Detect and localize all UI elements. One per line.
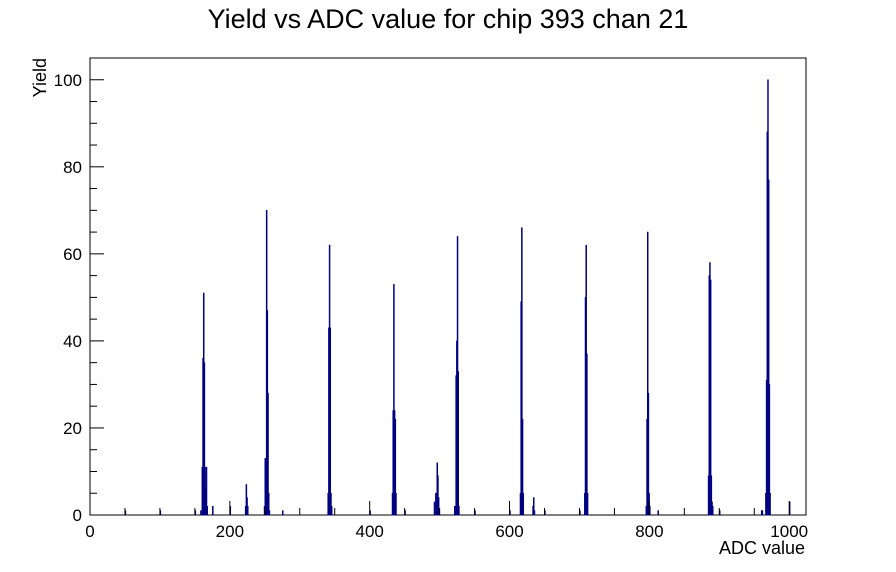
histogram-bin [206,505,208,516]
histogram-bin [586,353,588,516]
y-tick-label: 100 [54,71,82,90]
y-axis: 0 20 40 60 80 100 [54,57,104,525]
x-tick-label: 200 [216,522,244,541]
y-tick-label: 60 [63,245,82,264]
y-tick-label: 80 [63,158,82,177]
histogram-bin [586,492,589,516]
histogram-bin [200,510,202,516]
histogram-bin [329,327,332,516]
histogram-bin [433,501,436,516]
y-tick-label: 40 [63,332,82,351]
histogram-bins [124,79,791,516]
x-axis: 0 200 400 600 800 1000 [85,501,808,541]
histogram-bin [522,492,525,516]
histogram-bin [395,492,397,516]
y-axis-label: Yield [30,58,50,97]
histogram-bin [712,505,714,516]
histogram-bin [330,505,333,516]
x-tick-label: 1000 [770,522,808,541]
x-tick-label: 0 [85,522,94,541]
histogram-bin [435,492,437,516]
x-tick-label: 600 [495,522,523,541]
x-axis-label: ADC value [719,538,805,558]
histogram-bin [247,505,249,516]
y-tick-label: 20 [63,419,82,438]
histogram-bin [458,505,460,516]
histogram-bin [212,505,214,516]
histogram-bin [453,505,456,516]
histogram-bin [761,510,764,516]
x-tick-label: 800 [635,522,663,541]
histogram-bin [657,510,659,516]
histogram-bin [268,510,271,516]
histogram-bin [769,492,771,516]
x-tick-label: 400 [356,522,384,541]
y-tick-label: 0 [73,506,82,525]
histogram-bin [281,510,284,516]
chart-title: Yield vs ADC value for chip 393 chan 21 [208,4,689,34]
plot-frame [89,57,807,516]
histogram-bin [457,371,459,516]
histogram-bin [533,510,536,516]
